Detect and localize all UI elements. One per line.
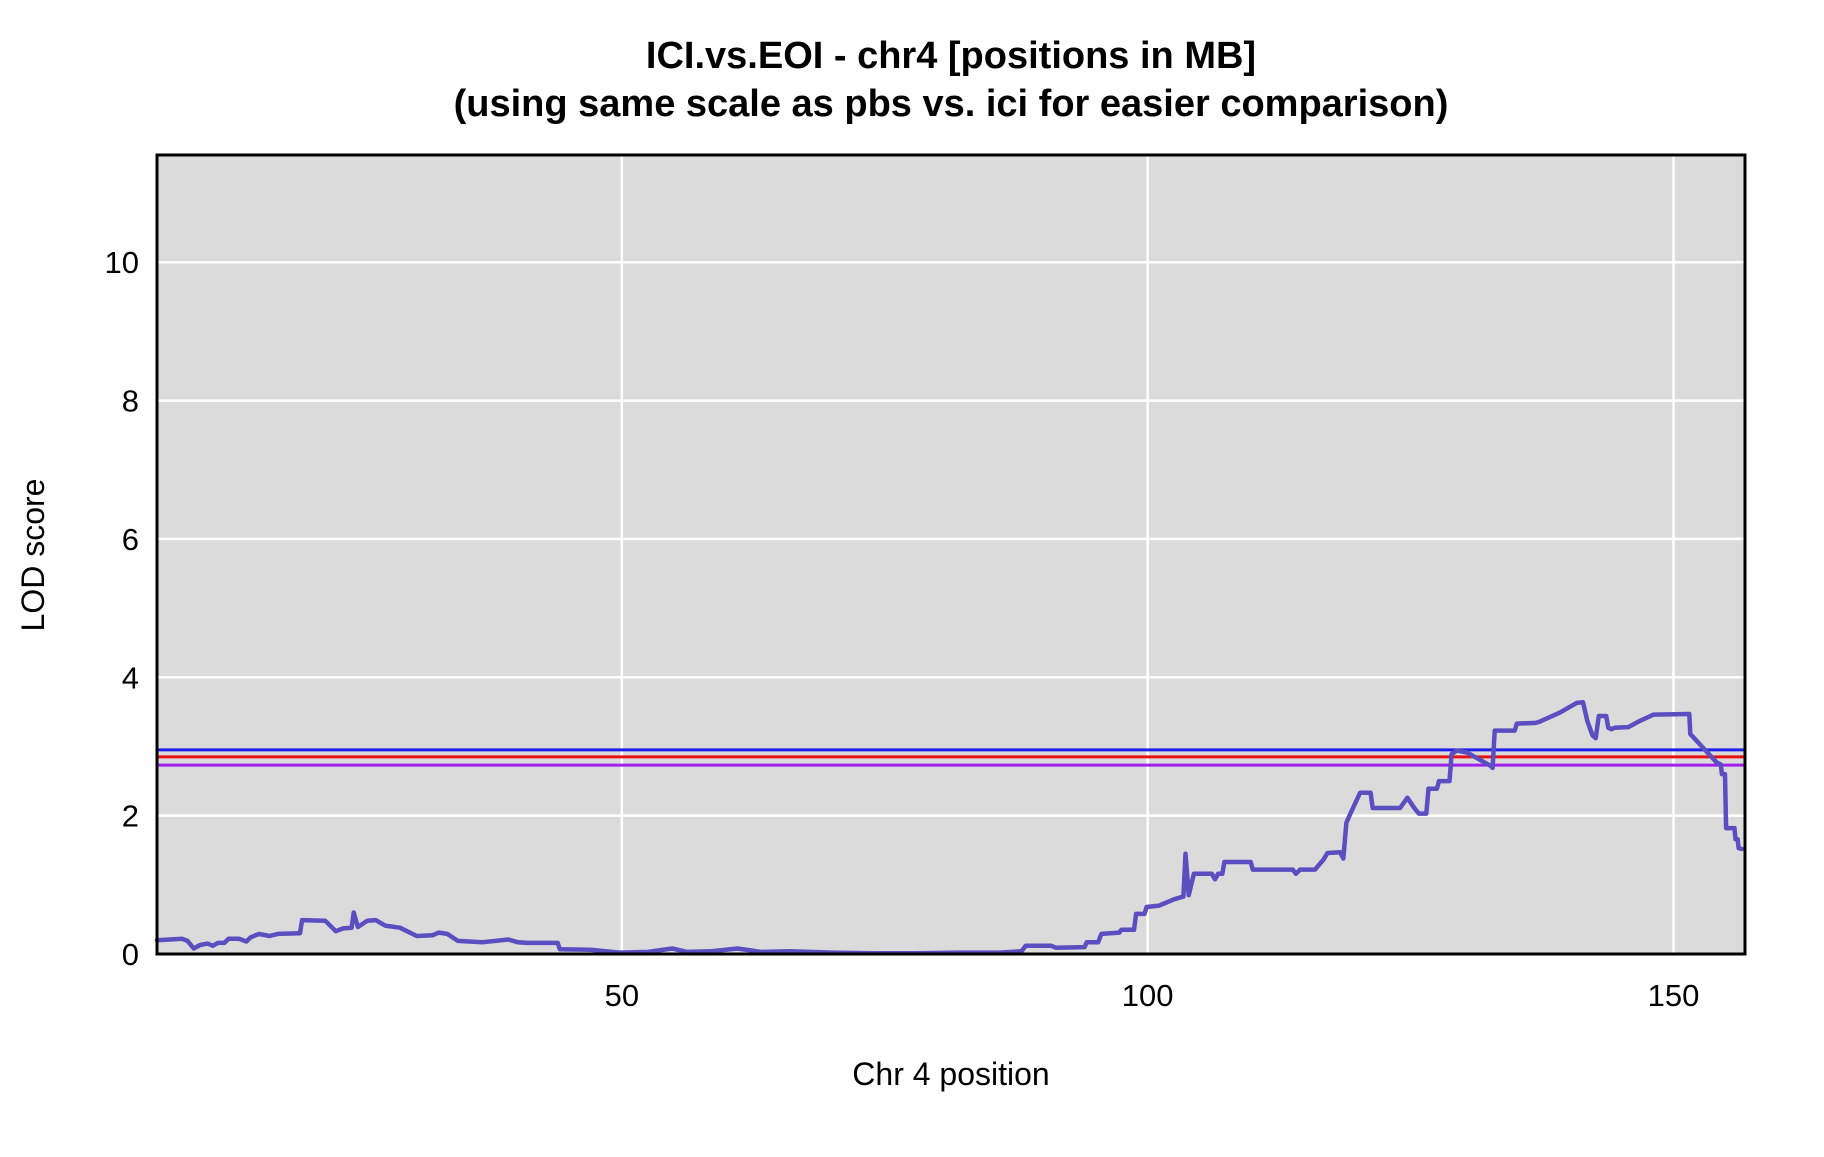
y-tick-label-8: 8 — [122, 384, 139, 419]
threshold-lines — [157, 748, 1745, 767]
x-axis-title: Chr 4 position — [852, 1056, 1049, 1092]
y-tick-label-6: 6 — [122, 522, 139, 557]
chart-title: ICI.vs.EOI - chr4 [positions in MB] — [646, 35, 1256, 77]
x-tick-label-150: 150 — [1648, 978, 1700, 1013]
y-axis-title: LOD score — [15, 479, 51, 632]
y-tick-label-4: 4 — [122, 660, 139, 695]
x-tick-label-50: 50 — [605, 978, 639, 1013]
chart-subtitle: (using same scale as pbs vs. ici for eas… — [454, 83, 1449, 125]
gridlines — [157, 155, 1745, 954]
lod-curve-layer — [154, 699, 1745, 956]
panel-border — [155, 153, 1747, 956]
y-tick-label-10: 10 — [105, 245, 139, 280]
y-tick-label-2: 2 — [122, 799, 139, 834]
y-tick-label-0: 0 — [122, 937, 139, 972]
lod-curve — [154, 699, 1745, 956]
axis-tick-labels: 0 2 4 6 8 10 50 100 150 — [105, 245, 1700, 1013]
plot-panel — [157, 155, 1745, 954]
x-tick-label-100: 100 — [1122, 978, 1174, 1013]
